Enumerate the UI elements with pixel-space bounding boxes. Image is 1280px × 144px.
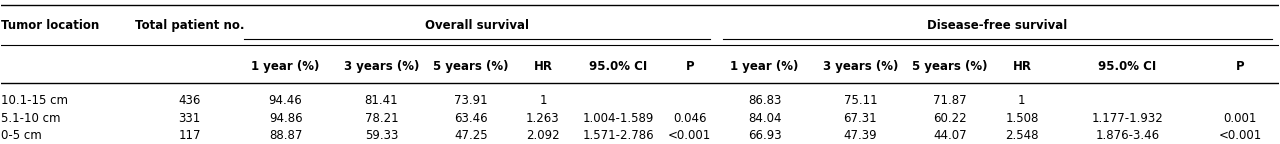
Text: Total patient no.: Total patient no. [134,19,244,32]
Text: 95.0% CI: 95.0% CI [1098,60,1156,73]
Text: 95.0% CI: 95.0% CI [589,60,648,73]
Text: 73.91: 73.91 [454,94,488,107]
Text: 84.04: 84.04 [748,112,781,125]
Text: 5.1-10 cm: 5.1-10 cm [1,112,61,125]
Text: 1.004-1.589: 1.004-1.589 [582,112,654,125]
Text: 44.07: 44.07 [933,129,966,142]
Text: 0.001: 0.001 [1224,112,1257,125]
Text: P: P [686,60,694,73]
Text: 5 years (%): 5 years (%) [911,60,987,73]
Text: 1.177-1.932: 1.177-1.932 [1092,112,1164,125]
Text: 1.263: 1.263 [526,112,559,125]
Text: 2.092: 2.092 [526,129,559,142]
Text: 3 years (%): 3 years (%) [343,60,419,73]
Text: 94.46: 94.46 [269,94,302,107]
Text: 1.508: 1.508 [1005,112,1038,125]
Text: 3 years (%): 3 years (%) [823,60,899,73]
Text: 117: 117 [178,129,201,142]
Text: HR: HR [534,60,553,73]
Text: 88.87: 88.87 [269,129,302,142]
Text: <0.001: <0.001 [1219,129,1262,142]
Text: 47.39: 47.39 [844,129,877,142]
Text: 71.87: 71.87 [933,94,966,107]
Text: 1 year (%): 1 year (%) [731,60,799,73]
Text: 1.876-3.46: 1.876-3.46 [1096,129,1160,142]
Text: 1: 1 [1018,94,1025,107]
Text: Tumor location: Tumor location [1,19,100,32]
Text: 1.571-2.786: 1.571-2.786 [582,129,654,142]
Text: HR: HR [1012,60,1032,73]
Text: 5 years (%): 5 years (%) [433,60,508,73]
Text: 2.548: 2.548 [1005,129,1038,142]
Text: 94.86: 94.86 [269,112,302,125]
Text: 59.33: 59.33 [365,129,398,142]
Text: 1 year (%): 1 year (%) [251,60,320,73]
Text: 81.41: 81.41 [365,94,398,107]
Text: 78.21: 78.21 [365,112,398,125]
Text: P: P [1236,60,1244,73]
Text: 86.83: 86.83 [748,94,781,107]
Text: 67.31: 67.31 [844,112,877,125]
Text: Overall survival: Overall survival [425,19,529,32]
Text: 60.22: 60.22 [933,112,966,125]
Text: 63.46: 63.46 [454,112,488,125]
Text: Disease-free survival: Disease-free survival [928,19,1068,32]
Text: 331: 331 [179,112,201,125]
Text: 1: 1 [539,94,547,107]
Text: 75.11: 75.11 [844,94,877,107]
Text: 47.25: 47.25 [454,129,488,142]
Text: 66.93: 66.93 [748,129,781,142]
Text: 0.046: 0.046 [673,112,707,125]
Text: 10.1-15 cm: 10.1-15 cm [1,94,68,107]
Text: 0-5 cm: 0-5 cm [1,129,42,142]
Text: <0.001: <0.001 [668,129,712,142]
Text: 436: 436 [179,94,201,107]
